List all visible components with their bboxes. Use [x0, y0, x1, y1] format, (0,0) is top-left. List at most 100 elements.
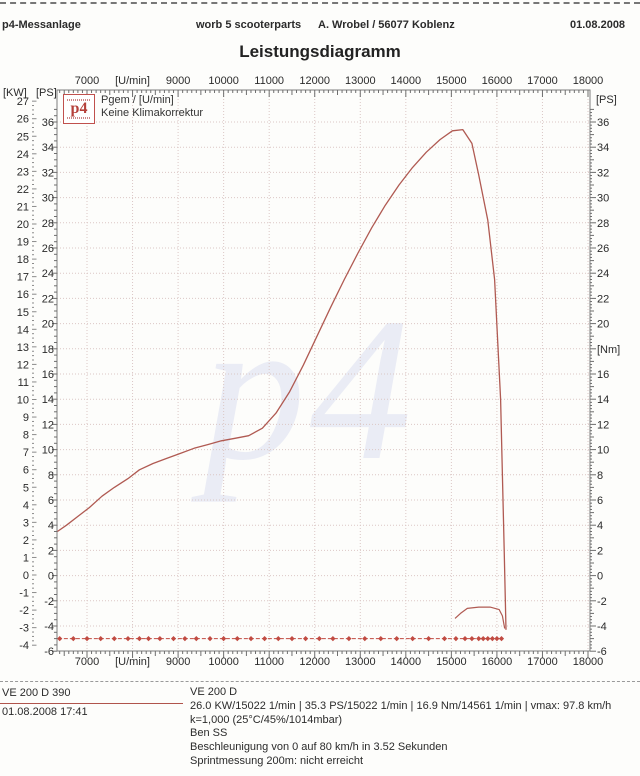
svg-text:16: 16 — [42, 369, 54, 381]
app-name: p4-Messanlage — [2, 19, 81, 31]
legend-series-label: Pgem / [U/min] — [101, 94, 174, 106]
perforation-line-top — [0, 2, 640, 4]
svg-text:-4: -4 — [19, 640, 29, 652]
measurement-summary: VE 200 D 26.0 KW/15022 1/min | 35.3 PS/1… — [190, 686, 611, 769]
svg-text:21: 21 — [17, 201, 29, 213]
svg-text:7000: 7000 — [75, 75, 99, 87]
logo-glyph: p4 — [70, 100, 88, 117]
svg-text:32: 32 — [42, 167, 54, 179]
svg-text:18000: 18000 — [573, 75, 604, 87]
svg-text:16: 16 — [597, 369, 609, 381]
svg-text:8: 8 — [48, 470, 54, 482]
svg-text:10: 10 — [17, 395, 29, 407]
svg-text:18000: 18000 — [573, 656, 604, 668]
svg-text:12: 12 — [17, 359, 29, 371]
svg-text:14: 14 — [17, 324, 29, 336]
svg-text:-2: -2 — [597, 596, 607, 608]
svg-text:0: 0 — [23, 570, 29, 582]
svg-text:-4: -4 — [597, 621, 607, 633]
svg-text:36: 36 — [42, 117, 54, 129]
logo-microtext-bottom — [67, 117, 91, 119]
svg-text:36: 36 — [597, 117, 609, 129]
svg-text:17000: 17000 — [527, 75, 558, 87]
sprint-line: Sprintmessung 200m: nicht erreicht — [190, 754, 364, 767]
svg-text:7: 7 — [23, 447, 29, 459]
footer-underline — [0, 703, 183, 704]
svg-text:18: 18 — [42, 344, 54, 356]
svg-text:19: 19 — [17, 237, 29, 249]
svg-text:9000: 9000 — [166, 75, 190, 87]
svg-text:10000: 10000 — [208, 656, 239, 668]
svg-text:15000: 15000 — [436, 75, 467, 87]
svg-text:18: 18 — [17, 254, 29, 266]
svg-text:4: 4 — [597, 520, 603, 532]
svg-text:6: 6 — [48, 495, 54, 507]
shop-name: worb 5 scooterparts — [196, 19, 302, 31]
svg-text:17000: 17000 — [527, 656, 558, 668]
svg-text:4: 4 — [48, 520, 54, 532]
svg-text:[U/min]: [U/min] — [115, 656, 150, 668]
peak-stats-line: 26.0 KW/15022 1/min | 35.3 PS/15022 1/mi… — [190, 699, 612, 712]
svg-text:4: 4 — [23, 500, 29, 512]
svg-text:34: 34 — [597, 142, 609, 154]
svg-text:12000: 12000 — [299, 75, 330, 87]
svg-text:[U/min]: [U/min] — [115, 75, 150, 87]
legend-correction-label: Keine Klimakorrektur — [101, 107, 204, 119]
logo-microtext-top — [67, 99, 91, 101]
svg-text:11: 11 — [18, 377, 29, 389]
svg-text:12: 12 — [597, 419, 609, 431]
svg-text:14: 14 — [597, 394, 609, 406]
acceleration-line: Beschleunigung von 0 auf 80 km/h in 3.52… — [190, 741, 448, 754]
vehicle-file-name: VE 200 D 390 — [2, 687, 71, 699]
svg-text:23: 23 — [17, 166, 29, 178]
svg-text:22: 22 — [42, 293, 54, 305]
svg-text:3: 3 — [23, 517, 29, 529]
svg-text:15: 15 — [17, 307, 29, 319]
svg-text:7000: 7000 — [75, 656, 99, 668]
operator-address: A. Wrobel / 56077 Koblenz — [318, 19, 455, 31]
svg-text:11000: 11000 — [254, 656, 284, 668]
svg-text:9: 9 — [23, 412, 29, 424]
svg-text:20: 20 — [17, 219, 29, 231]
svg-text:-6: -6 — [44, 646, 54, 658]
svg-text:5: 5 — [23, 482, 29, 494]
svg-text:11000: 11000 — [254, 75, 284, 87]
svg-text:2: 2 — [48, 545, 54, 557]
svg-text:20: 20 — [597, 319, 609, 331]
svg-text:14000: 14000 — [391, 75, 422, 87]
svg-text:15000: 15000 — [436, 656, 467, 668]
svg-text:13000: 13000 — [345, 75, 376, 87]
svg-text:30: 30 — [42, 193, 54, 205]
chart-legend: p4 Pgem / [U/min] Keine Klimakorrektur — [63, 94, 203, 124]
svg-text:20: 20 — [42, 319, 54, 331]
svg-text:26: 26 — [597, 243, 609, 255]
svg-text:6: 6 — [23, 465, 29, 477]
svg-text:[PS]: [PS] — [36, 87, 57, 99]
svg-text:28: 28 — [597, 218, 609, 230]
perforation-line-bottom — [0, 681, 640, 682]
rider-name: Ben SS — [190, 727, 228, 740]
svg-text:27: 27 — [17, 96, 29, 108]
svg-text:14000: 14000 — [391, 656, 422, 668]
svg-text:10: 10 — [42, 445, 54, 457]
svg-text:10000: 10000 — [208, 75, 239, 87]
svg-text:8: 8 — [597, 470, 603, 482]
svg-text:-3: -3 — [19, 623, 29, 635]
svg-text:34: 34 — [42, 142, 54, 154]
svg-text:24: 24 — [42, 268, 54, 280]
svg-text:8: 8 — [23, 430, 29, 442]
svg-text:9000: 9000 — [166, 656, 190, 668]
svg-text:p4: p4 — [190, 276, 416, 503]
svg-text:6: 6 — [597, 495, 603, 507]
svg-text:-2: -2 — [19, 605, 29, 617]
correction-factor-line: k=1,000 (25°C/45%/1014mbar) — [190, 713, 343, 726]
svg-text:2: 2 — [23, 535, 29, 547]
svg-text:16000: 16000 — [482, 75, 513, 87]
svg-text:[PS]: [PS] — [596, 94, 617, 106]
svg-text:13000: 13000 — [345, 656, 376, 668]
print-date: 01.08.2008 — [570, 19, 626, 31]
svg-text:12: 12 — [42, 419, 54, 431]
svg-text:24: 24 — [597, 268, 609, 280]
vehicle-name: VE 200 D — [190, 686, 238, 698]
